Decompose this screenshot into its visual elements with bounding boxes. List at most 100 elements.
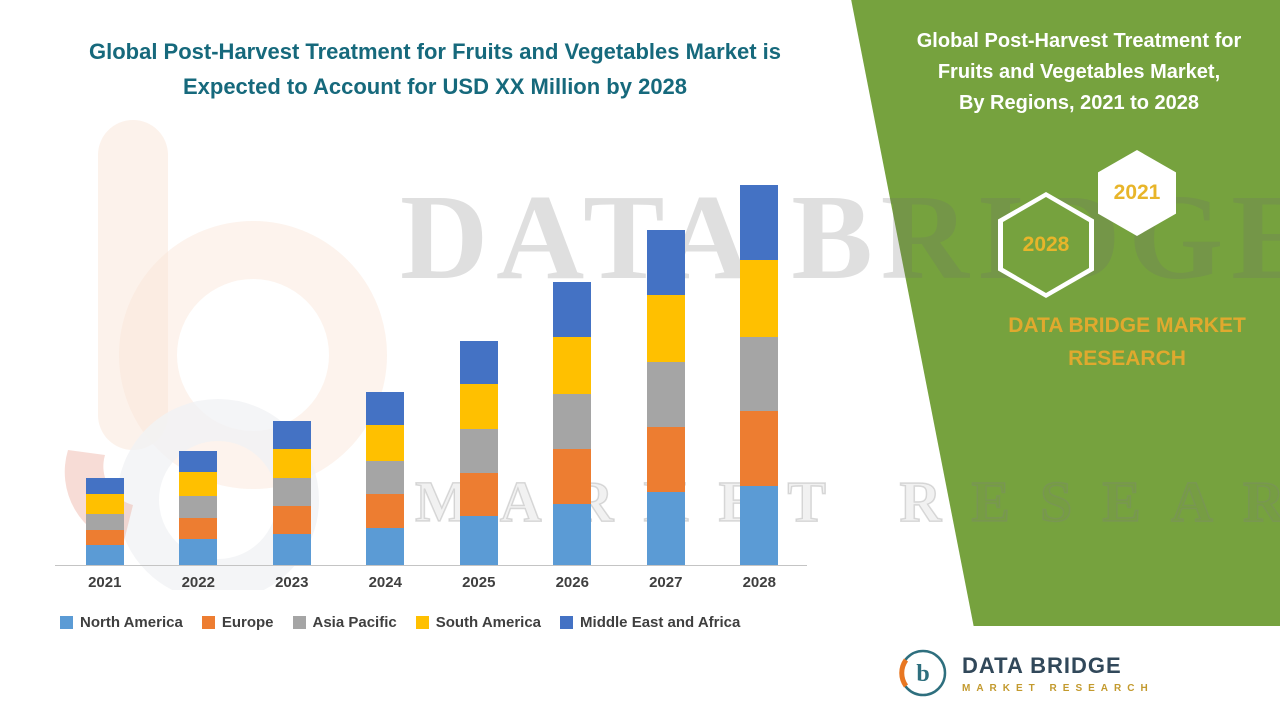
bar-segment-south-america [366,425,405,461]
legend-item: South America [415,614,542,631]
brand-name-line-2: RESEARCH [1068,346,1186,370]
panel-title-line-2: Fruits and Vegetables Market, [937,61,1221,83]
bar-segment-north-america [740,486,779,565]
bar-segment-europe [366,494,405,528]
x-axis-label: 2021 [88,574,122,591]
bar-segment-asia-pacific [646,362,685,428]
chart-title-line-1: Global Post-Harvest Treatment for Fruits… [89,39,781,64]
bar-segment-south-america [553,336,592,394]
legend-item: Europe [201,614,274,631]
bar-segment-north-america [272,533,311,565]
x-axis-label: 2028 [742,574,776,591]
x-axis-line [55,565,807,566]
bar-2023 [272,421,311,565]
bar-segment-south-america [646,295,685,363]
panel-title-line-1: Global Post-Harvest Treatment for [916,30,1242,52]
bar-segment-middle-east-and-africa [646,230,685,296]
bar-2021 [85,478,124,565]
bar-segment-north-america [553,504,592,565]
bar-segment-asia-pacific [272,478,311,506]
legend-label: Europe [221,614,274,631]
legend-swatch [415,616,429,629]
brand-name-line-1: DATA BRIDGE MARKET [1008,314,1246,337]
bar-slot [245,183,339,565]
panel-title-line-3: By Regions, 2021 to 2028 [958,92,1200,114]
chart-title: Global Post-Harvest Treatment for Fruits… [55,34,815,104]
bar-2024 [366,391,405,565]
bar-segment-europe [740,411,779,487]
legend-item: Middle East and Africa [560,614,740,631]
bar-segment-north-america [459,515,498,565]
bar-segment-north-america [179,539,218,565]
bar-segment-middle-east-and-africa [459,340,498,384]
logo-box: b DATA BRIDGE MARKET RESEARCH [878,626,1280,720]
badge-2028-label: 2028 [1022,233,1070,256]
bar-chart [58,183,806,565]
bar-slot [432,183,526,565]
bar-segment-middle-east-and-africa [272,421,311,449]
bar-segment-europe [646,427,685,493]
bar-segment-middle-east-and-africa [179,450,218,473]
logo-name: DATA BRIDGE [962,652,1122,678]
x-axis-label: 2027 [649,574,683,591]
badge-2021-label: 2021 [1113,181,1161,204]
bar-segment-south-america [740,259,779,337]
bar-2027 [646,230,685,565]
bar-segment-asia-pacific [366,460,405,495]
legend-swatch [292,616,306,629]
bar-slot [58,183,152,565]
bar-2022 [179,450,218,565]
bar-slot [526,183,620,565]
bar-segment-south-america [85,494,124,514]
bar-2026 [553,281,592,565]
legend-label: Asia Pacific [312,614,397,631]
bar-slot [619,183,713,565]
bar-slot [339,183,433,565]
legend-item: Asia Pacific [292,614,397,631]
panel-title: Global Post-Harvest Treatment for Fruits… [888,26,1270,119]
bar-segment-north-america [646,492,685,565]
bar-segment-asia-pacific [740,336,779,412]
bar-segment-middle-east-and-africa [740,185,779,260]
bar-segment-europe [85,529,124,546]
x-axis-label: 2023 [275,574,309,591]
bar-segment-asia-pacific [553,393,592,449]
bar-slot [713,183,807,565]
bar-segment-middle-east-and-africa [366,391,405,426]
chart-title-line-2: Expected to Account for USD XX Million b… [182,74,688,100]
legend-swatch [60,616,73,629]
bar-segment-middle-east-and-africa [553,281,592,337]
bar-slot [152,183,246,565]
bar-segment-europe [459,472,498,516]
bar-segment-north-america [85,545,124,565]
logo-tagline: MARKET RESEARCH [962,682,1154,694]
legend-swatch [560,616,574,629]
bar-2025 [459,340,498,565]
bar-segment-europe [272,505,311,534]
logo-texts: DATA BRIDGE MARKET RESEARCH [962,653,1154,694]
x-axis-labels: 2021 2022 2023 2024 2025 2026 2027 2028 [58,574,806,591]
chart-legend: North America Europe Asia Pacific South Ame… [60,614,740,631]
bar-segment-europe [553,448,592,504]
bar-segment-asia-pacific [85,513,124,530]
legend-swatch [201,616,215,629]
bar-segment-south-america [459,383,498,430]
legend-label: North America [80,614,183,631]
bar-segment-north-america [366,527,405,565]
bar-segment-south-america [272,448,311,479]
x-axis-label: 2022 [181,574,215,591]
legend-item: North America [60,614,183,631]
x-axis-label: 2024 [368,574,402,591]
x-axis-label: 2025 [462,574,496,591]
brand-name: DATA BRIDGE MARKET RESEARCH [967,310,1280,375]
bar-segment-middle-east-and-africa [85,478,124,495]
bar-2028 [740,185,779,565]
svg-text:b: b [916,661,929,687]
legend-label: Middle East and Africa [580,614,741,631]
legend-label: South America [435,614,542,631]
x-axis-label: 2026 [555,574,589,591]
bar-segment-south-america [179,472,218,497]
data-bridge-logo-icon: b [899,649,947,697]
bar-segment-asia-pacific [179,496,218,518]
